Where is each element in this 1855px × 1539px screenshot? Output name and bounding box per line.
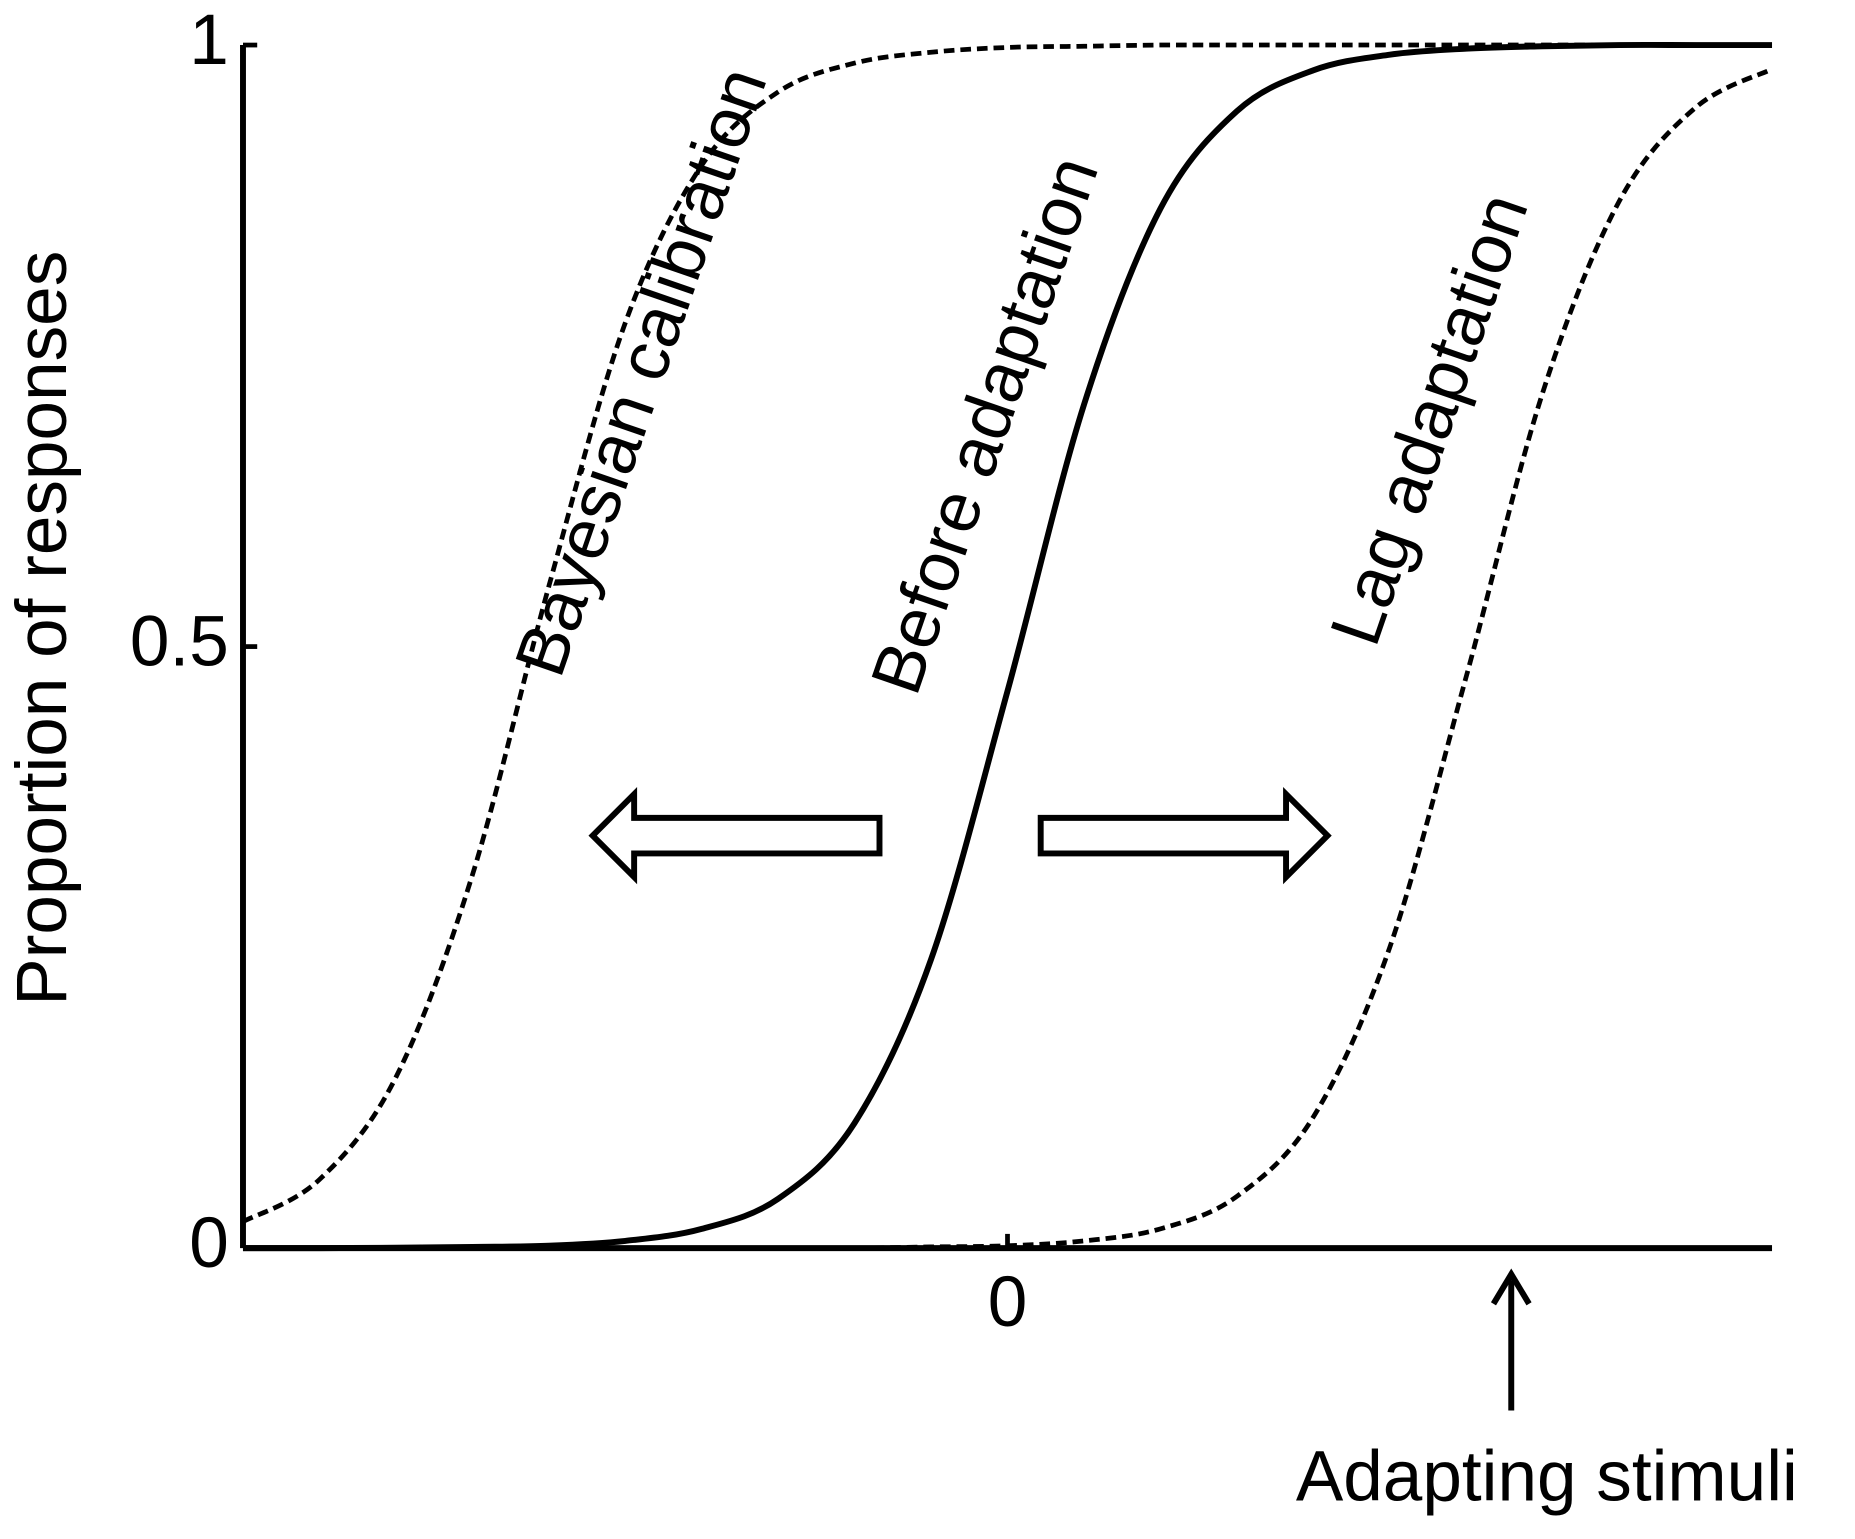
- y-axis-label: Proportion of responses: [3, 251, 82, 1006]
- x-tick-label: 0: [988, 1263, 1028, 1342]
- y-tick-label: 1: [189, 1, 229, 80]
- curve: [242, 66, 1774, 1251]
- stimulus-arrow-head: [1490, 1268, 1532, 1306]
- annotation: Adapting stimuli: [1296, 1437, 1798, 1516]
- shift-arrow-left: [588, 786, 883, 885]
- curve-label: Bayesian calibration: [501, 58, 783, 685]
- y-tick-label: 0: [189, 1204, 229, 1283]
- y-tick-label: 0.5: [130, 602, 229, 681]
- plot: Proportion of responses Adapting stimuli…: [3, 1, 1798, 1517]
- curve: [242, 41, 1773, 1252]
- curve: [241, 42, 1773, 1224]
- shift-arrow-right: [1037, 786, 1332, 885]
- curve-label: Lag adaptation: [1316, 184, 1544, 655]
